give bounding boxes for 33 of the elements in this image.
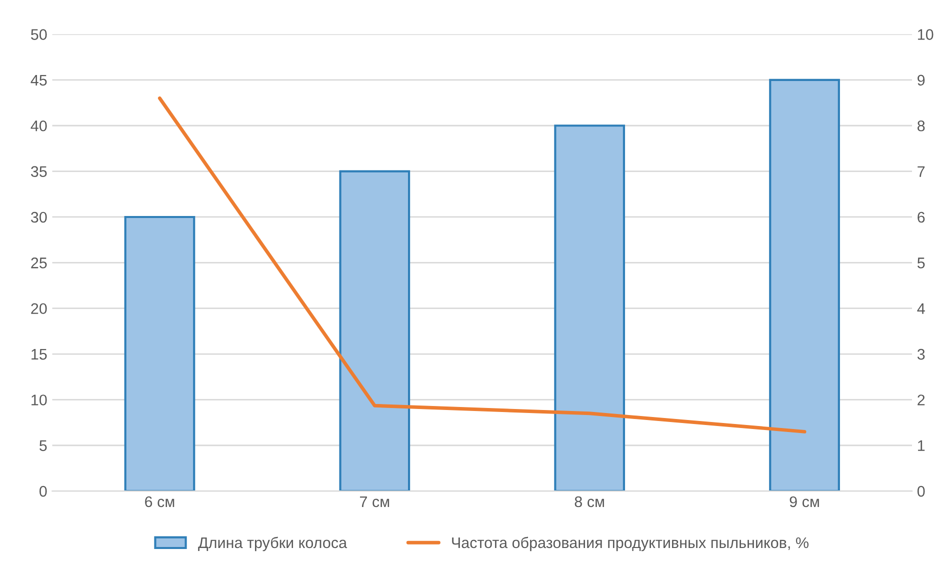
legend-label: Длина трубки колоса	[198, 536, 348, 552]
y2-tick-label: 10	[918, 29, 934, 40]
x-tick-label: 9 см	[790, 496, 819, 508]
y2-tick-label: 6	[918, 212, 925, 223]
y2-tick-label: 3	[917, 348, 925, 360]
x-tick-label: 8 см	[574, 496, 604, 508]
y-tick-label: 40	[30, 120, 47, 132]
y2-tick-label: 4	[917, 303, 925, 314]
y2-tick-label: 8	[918, 120, 925, 132]
line-series	[158, 96, 806, 434]
y2-tick-label: 9	[918, 74, 925, 86]
y2-tick-label: 1	[918, 440, 925, 451]
bar	[554, 124, 626, 492]
bar	[124, 216, 196, 492]
y-tick-label: 35	[30, 166, 47, 177]
y-tick-label: 30	[30, 212, 47, 223]
x-tick-label: 7 см	[360, 496, 390, 508]
y2-tick-label: 0	[917, 486, 925, 497]
y-tick-label: 25	[31, 258, 47, 268]
y-tick-label: 20	[31, 303, 47, 314]
y2-tick-label: 5	[917, 258, 925, 268]
y-tick-label: 45	[30, 74, 47, 86]
bar	[339, 170, 410, 492]
x-tick-label: 6 см	[145, 496, 174, 508]
y2-tick-label: 2	[918, 394, 925, 406]
y-tick-label: 50	[31, 29, 47, 40]
legend-label: Частота образования продуктивных пыльников, %	[452, 536, 808, 552]
y2-tick-label: 7	[918, 166, 925, 177]
y-tick-label: 15	[32, 349, 47, 360]
y-tick-label: 0	[39, 486, 47, 497]
y-tick-label: 10	[32, 394, 47, 406]
y-tick-label: 5	[40, 440, 47, 452]
bar	[769, 78, 840, 492]
